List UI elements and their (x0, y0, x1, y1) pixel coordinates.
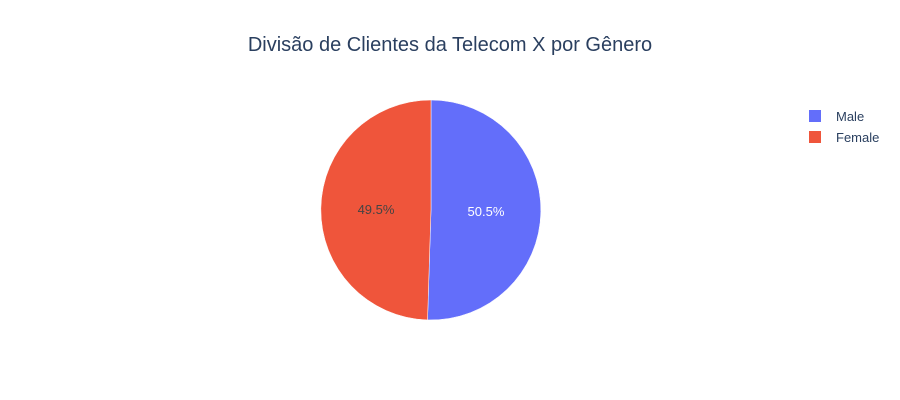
chart-title: Divisão de Clientes da Telecom X por Gên… (248, 34, 652, 56)
legend-label-female: Female (836, 130, 879, 145)
legend: Male Female (809, 109, 879, 145)
pie-slice-label-male: 50.5% (468, 204, 505, 219)
pie-slice-male[interactable] (427, 99, 542, 321)
pie-slice-labels: 50.5% 49.5% (358, 202, 505, 219)
pie-slices (320, 99, 542, 321)
pie-slice-female[interactable] (320, 99, 432, 321)
pie-slice-label-female: 49.5% (358, 202, 395, 217)
legend-swatch-female (809, 131, 821, 143)
legend-swatch-male (809, 110, 821, 122)
legend-label-male: Male (836, 109, 864, 124)
legend-item-female[interactable]: Female (809, 130, 879, 145)
legend-item-male[interactable]: Male (809, 109, 864, 124)
